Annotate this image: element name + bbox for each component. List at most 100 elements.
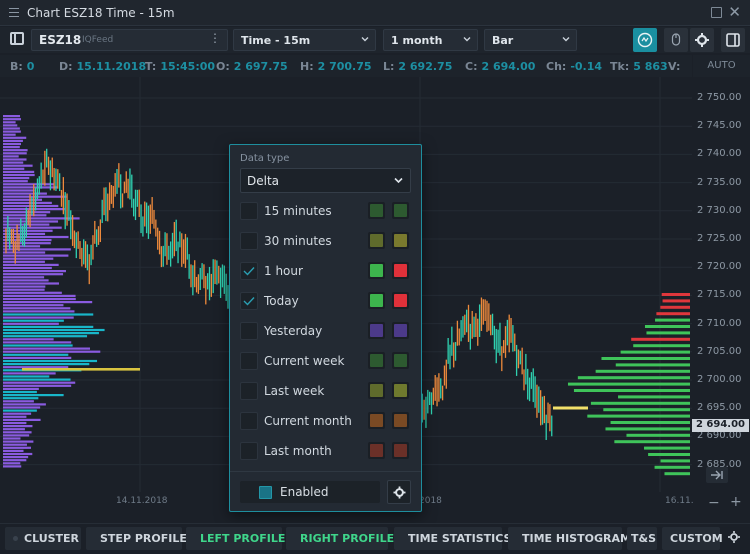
auto-scale-button[interactable]: AUTO <box>693 55 750 77</box>
info-open: O: 2 697.75 <box>216 60 288 73</box>
timeframe-dropdown[interactable]: Time - 15m <box>233 29 376 51</box>
window-title: Chart ESZ18 Time - 15m <box>27 5 175 20</box>
profile-checkbox[interactable] <box>240 412 258 430</box>
gear-icon <box>728 531 740 543</box>
color-swatch[interactable] <box>368 202 385 219</box>
profile-row[interactable]: Current week <box>240 350 411 372</box>
tab-t-s[interactable]: T&S <box>627 527 657 550</box>
chevron-down-icon <box>562 37 570 42</box>
scroll-to-end-icon[interactable] <box>706 467 728 483</box>
symbol-selector[interactable]: ESZ18 IQFeed ⋮ <box>31 29 228 51</box>
data-type-value: Delta <box>247 174 280 188</box>
color-swatch[interactable] <box>368 412 385 429</box>
info-change: Ch: -0.14 <box>546 60 603 73</box>
profile-row[interactable]: Current month <box>240 410 411 432</box>
profile-checkbox[interactable] <box>240 232 258 250</box>
chevron-down-icon <box>361 37 369 42</box>
color-swatch[interactable] <box>392 322 409 339</box>
color-swatch[interactable] <box>392 292 409 309</box>
profile-checkbox[interactable] <box>240 352 258 370</box>
tab-right-profile[interactable]: RIGHT PROFILE <box>286 527 394 550</box>
color-swatch[interactable] <box>392 382 409 399</box>
tab-time-statistics[interactable]: TIME STATISTICS <box>394 527 511 550</box>
profile-settings-button[interactable] <box>387 480 411 504</box>
tab-step-profile[interactable]: STEP PROFILE <box>86 527 187 550</box>
color-swatch[interactable] <box>392 202 409 219</box>
tab-cluster[interactable]: CLUSTER <box>5 527 81 550</box>
profile-row[interactable]: 15 minutes <box>240 200 411 222</box>
symbol-name: ESZ18 <box>39 33 82 47</box>
data-type-label: Data type <box>240 153 290 164</box>
color-swatch[interactable] <box>368 382 385 399</box>
profile-label: Today <box>264 294 299 308</box>
price-tick-label: 2 690.00 <box>697 430 742 442</box>
color-swatch[interactable] <box>368 232 385 249</box>
tabs-settings-button[interactable] <box>726 529 742 545</box>
enabled-toggle[interactable]: Enabled <box>240 481 380 503</box>
color-swatch[interactable] <box>368 322 385 339</box>
profile-checkbox[interactable] <box>240 322 258 340</box>
mouse-mode-button[interactable] <box>664 28 688 52</box>
gear-icon <box>393 486 406 499</box>
chart-type-dropdown[interactable]: Bar <box>484 29 577 51</box>
profile-row[interactable]: Yesterday <box>240 320 411 342</box>
indicator-icon <box>637 32 653 48</box>
profile-label: 15 minutes <box>264 204 332 218</box>
profile-label: Yesterday <box>264 324 323 338</box>
profile-row[interactable]: 30 minutes <box>240 230 411 252</box>
profile-checkbox[interactable] <box>240 292 258 310</box>
profile-label: 1 hour <box>264 264 303 278</box>
price-tick-label: 2 705.00 <box>697 345 742 357</box>
panel-toggle-button[interactable] <box>721 28 745 52</box>
indicator-button[interactable] <box>633 28 657 52</box>
color-swatch[interactable] <box>392 232 409 249</box>
zoom-out-icon[interactable]: − <box>708 495 720 511</box>
chart-toolbar: ESZ18 IQFeed ⋮ Time - 15m 1 month Bar <box>0 27 750 53</box>
chevron-down-icon <box>463 37 471 42</box>
tab-label: STEP PROFILE <box>100 532 187 545</box>
settings-button[interactable] <box>690 28 714 52</box>
color-swatch[interactable] <box>368 442 385 459</box>
profile-row[interactable]: Today <box>240 290 411 312</box>
color-swatch[interactable] <box>392 442 409 459</box>
price-tick-label: 2 730.00 <box>697 204 742 216</box>
data-type-dropdown[interactable]: Delta <box>240 168 411 193</box>
profile-row[interactable]: Last week <box>240 380 411 402</box>
zoom-in-icon[interactable]: + <box>730 494 742 510</box>
divider <box>230 471 421 472</box>
tab-label: TIME STATISTICS <box>408 532 512 545</box>
profile-checkbox[interactable] <box>240 202 258 220</box>
info-volume: V: <box>668 60 681 73</box>
x-axis-label: 16.11. <box>665 496 694 506</box>
profile-settings-popup: Data type Delta 15 minutes 30 minutes 1 ho… <box>229 144 422 512</box>
price-axis[interactable]: 2 750.00 2 745.00 2 740.00 2 735.00 2 730.00… <box>692 77 750 514</box>
color-swatch[interactable] <box>368 352 385 369</box>
color-swatch[interactable] <box>368 292 385 309</box>
color-swatch[interactable] <box>392 352 409 369</box>
check-icon <box>243 297 255 306</box>
drag-handle-icon[interactable] <box>9 8 19 17</box>
price-tick-label: 2 685.00 <box>697 458 742 470</box>
price-tick-label: 2 710.00 <box>697 317 742 329</box>
enabled-checkbox[interactable] <box>259 486 272 499</box>
profile-checkbox[interactable] <box>240 442 258 460</box>
tab-custom[interactable]: CUSTOM <box>662 527 723 550</box>
color-swatch[interactable] <box>392 412 409 429</box>
range-dropdown[interactable]: 1 month <box>383 29 478 51</box>
feed-name: IQFeed <box>82 35 114 45</box>
color-swatch[interactable] <box>368 262 385 279</box>
close-icon[interactable]: ✕ <box>728 3 741 21</box>
profile-row[interactable]: 1 hour <box>240 260 411 282</box>
check-icon <box>243 267 255 276</box>
color-swatch[interactable] <box>392 262 409 279</box>
tab-time-histogram[interactable]: TIME HISTOGRAM <box>508 527 631 550</box>
more-icon[interactable]: ⋮ <box>209 31 221 45</box>
maximize-icon[interactable] <box>711 7 722 18</box>
chevron-down-icon <box>394 177 403 184</box>
tab-left-profile[interactable]: LEFT PROFILE <box>186 527 285 550</box>
profile-checkbox[interactable] <box>240 382 258 400</box>
info-ticks: Tk: 5 863 <box>610 60 668 73</box>
profile-row[interactable]: Last month <box>240 440 411 462</box>
sidebar-toggle-icon[interactable] <box>10 32 24 45</box>
profile-checkbox[interactable] <box>240 262 258 280</box>
